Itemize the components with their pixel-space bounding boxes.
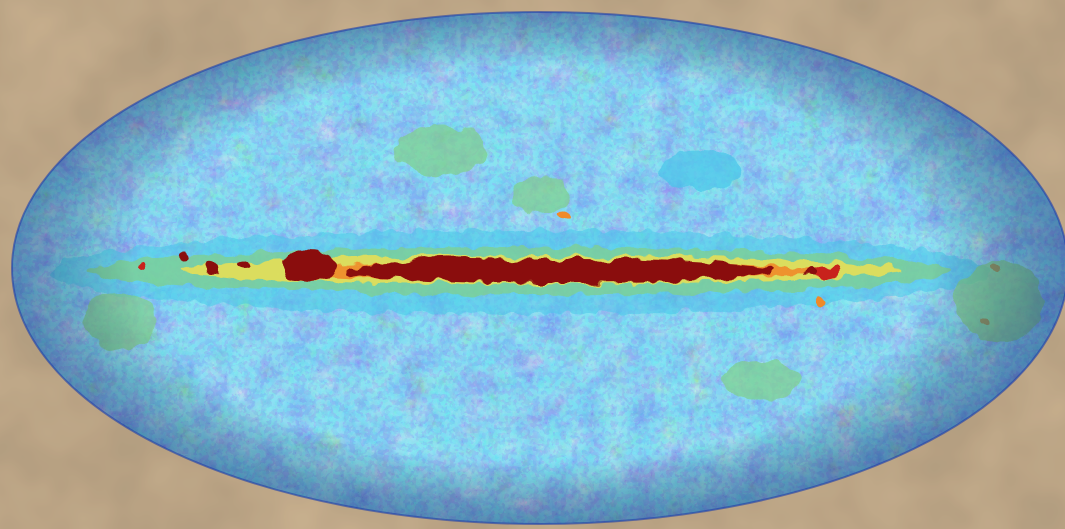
sky-map-outline bbox=[11, 11, 1065, 525]
